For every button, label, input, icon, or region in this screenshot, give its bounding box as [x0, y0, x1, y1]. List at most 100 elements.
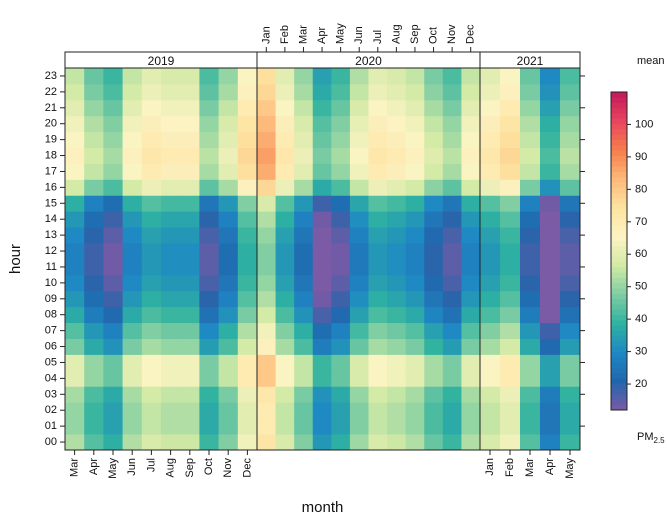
heatmap-cell: [122, 163, 143, 180]
heatmap-cell: [122, 147, 143, 164]
heatmap-cell: [442, 370, 462, 387]
heatmap-cell: [180, 402, 200, 419]
heatmap-cell: [480, 338, 501, 355]
heatmap-cell: [424, 131, 444, 148]
heatmap-cell: [257, 179, 276, 196]
heatmap-cell: [387, 402, 407, 419]
legend-color-step: [611, 92, 627, 98]
heatmap-cell: [405, 434, 425, 451]
heatmap-cell: [141, 211, 162, 228]
heatmap-cell: [442, 274, 462, 292]
heatmap-cell: [349, 402, 369, 419]
heatmap-cell: [560, 115, 581, 133]
heatmap-cell: [349, 259, 369, 276]
heatmap-cell: [500, 370, 521, 387]
heatmap-cell: [540, 227, 561, 244]
heatmap-cell: [424, 99, 444, 117]
heatmap-cell: [199, 131, 219, 148]
heatmap-cell: [442, 243, 462, 260]
heatmap-cell: [199, 115, 219, 133]
legend-tick-label: 70: [635, 216, 647, 228]
hour-axis: 00 01 02 03 04 05 06 07 08 09 10 11 12 13 14 15 16 17 18 19…: [45, 70, 585, 448]
heatmap-cell: [424, 115, 444, 133]
heatmap-cell: [275, 131, 295, 148]
heatmap-cell: [84, 306, 104, 324]
legend-color-step: [611, 335, 627, 342]
heatmap-cell: [368, 68, 388, 85]
heatmap-cell: [141, 147, 162, 164]
heatmap-cell: [84, 99, 104, 117]
heatmap-cell: [122, 370, 143, 387]
heatmap-cell: [161, 147, 181, 164]
heatmap-cell: [480, 370, 501, 387]
month-tick-label: Apr: [316, 27, 328, 44]
heatmap-cell: [294, 131, 314, 148]
heatmap-cell: [294, 195, 314, 212]
heatmap-cell: [349, 306, 369, 324]
heatmap-cell: [349, 290, 369, 308]
heatmap-cell: [294, 290, 314, 308]
heatmap-cell: [257, 163, 276, 180]
heatmap-cell: [237, 83, 258, 101]
heatmap-cell: [161, 115, 181, 133]
heatmap-cell: [312, 179, 332, 196]
heatmap-cell: [257, 131, 276, 148]
heatmap-cell: [500, 115, 521, 133]
heatmap-cell: [405, 306, 425, 324]
legend-tick-label: 50: [635, 281, 647, 293]
heatmap-cell: [199, 274, 219, 292]
heatmap-cell: [387, 211, 407, 228]
heatmap-cell: [103, 370, 123, 387]
legend-color-step: [611, 160, 627, 167]
heatmap-cell: [65, 338, 85, 355]
heatmap-cell: [540, 386, 561, 403]
heatmap-cell: [442, 227, 462, 244]
heatmap-cell: [442, 290, 462, 308]
heatmap-cell: [368, 115, 388, 133]
heatmap-cell: [161, 322, 181, 339]
heatmap-cell: [540, 68, 561, 85]
hour-tick-label: 13: [45, 229, 57, 241]
heatmap-cell: [331, 131, 351, 148]
heatmap-cell: [161, 418, 181, 435]
heatmap-cell: [560, 195, 581, 212]
heatmap-cell: [461, 386, 481, 403]
heatmap-cell: [103, 179, 123, 196]
heatmap-cell: [405, 370, 425, 387]
heatmap-cell: [161, 163, 181, 180]
hour-tick-label: 16: [45, 181, 57, 193]
heatmap-cell: [257, 259, 276, 276]
heatmap-cell: [199, 83, 219, 101]
heatmap-cell: [368, 131, 388, 148]
heatmap-cell: [461, 434, 481, 451]
heatmap-cell: [180, 147, 200, 164]
hour-tick-label: 14: [45, 213, 57, 225]
month-tick-label: Jun: [353, 26, 365, 44]
heatmap-cell: [349, 370, 369, 387]
hour-tick-label: 01: [45, 420, 57, 432]
heatmap-cell: [237, 147, 258, 164]
heatmap-cell: [84, 290, 104, 308]
heatmap-cell: [84, 370, 104, 387]
month-tick-label: Aug: [165, 458, 177, 478]
heatmap-cell: [349, 211, 369, 228]
heatmap-cell: [349, 338, 369, 355]
heatmap-cell: [237, 306, 258, 324]
heatmap-cell: [349, 354, 369, 371]
heatmap-cell: [461, 163, 481, 180]
hour-tick-label: 23: [45, 70, 57, 82]
heatmap-cell: [237, 386, 258, 403]
year-strip-label: 2019: [148, 54, 175, 68]
heatmap-cell: [257, 434, 276, 451]
heatmap-cell: [161, 131, 181, 148]
heatmap-cell: [368, 434, 388, 451]
heatmap-cell: [84, 274, 104, 292]
legend-color-step: [611, 107, 627, 114]
legend-color-step: [611, 277, 627, 284]
heatmap-cell: [65, 418, 85, 435]
heatmap-cell: [500, 131, 521, 148]
heatmap-cell: [103, 243, 123, 260]
heatmap-cell: [405, 290, 425, 308]
heatmap-cell: [161, 243, 181, 260]
heatmap-cell: [275, 338, 295, 355]
